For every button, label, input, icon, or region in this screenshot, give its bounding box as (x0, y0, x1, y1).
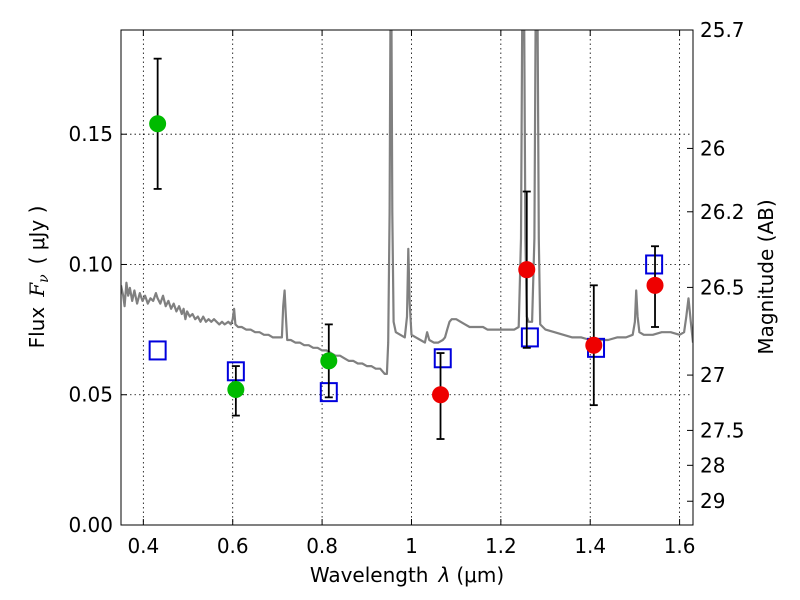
y2-tick-label: 29 (700, 489, 725, 513)
grid-lines (121, 30, 693, 525)
observed-flux-point (518, 261, 536, 279)
y-tick-label: 0.10 (68, 252, 113, 276)
y2-tick-label: 25.7 (700, 18, 745, 42)
x-tick-label: 1.2 (485, 534, 517, 558)
y2-tick-label: 27.5 (700, 418, 745, 442)
x-tick-label: 0.8 (306, 534, 338, 558)
x-tick-label: 0.6 (217, 534, 249, 558)
x-axis-label-text: Wavelength (310, 563, 429, 587)
model-flux-square (148, 340, 167, 361)
y-axis-label: Flux Fν ( μJy ) (25, 206, 52, 349)
observed-flux-point (149, 115, 167, 133)
observed-flux-point (585, 336, 603, 354)
y2-tick-label: 27 (700, 363, 725, 387)
y-axis-symbol-sub: ν (36, 274, 52, 283)
plot-frame (120, 29, 694, 526)
x-tick-label: 1.4 (574, 534, 606, 558)
y-tick-label: 0.05 (68, 383, 113, 407)
y2-tick-label: 26.5 (700, 275, 745, 299)
x-tick-label: 1 (405, 534, 418, 558)
observed-flux-point (320, 352, 338, 370)
y-tick-label: 0.15 (68, 122, 113, 146)
model-flux-square (520, 327, 539, 348)
axes: 0.4 0.6 0.8 1 1.2 1.4 1.6 0.00 0.05 0.10 0.15 25.7 2… (68, 18, 744, 558)
y2-tick-label: 26 (700, 136, 725, 160)
x-axis-unit: (μm) (456, 563, 504, 587)
observed-flux-point (432, 386, 450, 404)
y2-axis-label: Magnitude (AB) (754, 199, 778, 354)
y-axis-symbol: F (25, 282, 49, 298)
x-tick-label: 1.6 (664, 534, 696, 558)
observed-flux-point (646, 276, 664, 294)
y2-tick-label: 26.2 (700, 200, 745, 224)
y-axis-unit: ( μJy ) (25, 206, 49, 265)
y2-tick-label: 28 (700, 453, 725, 477)
x-axis-label: Wavelength λ (μm) (310, 563, 504, 587)
y-tick-label: 0.00 (68, 513, 113, 537)
model-flux-square (433, 348, 452, 369)
data-series (121, 30, 693, 440)
observed-flux-point (227, 381, 245, 399)
x-tick-label: 0.4 (127, 534, 159, 558)
model-spectrum-line (121, 30, 693, 375)
x-axis-symbol: λ (438, 563, 451, 587)
y-axis-label-text: Flux (25, 307, 49, 349)
